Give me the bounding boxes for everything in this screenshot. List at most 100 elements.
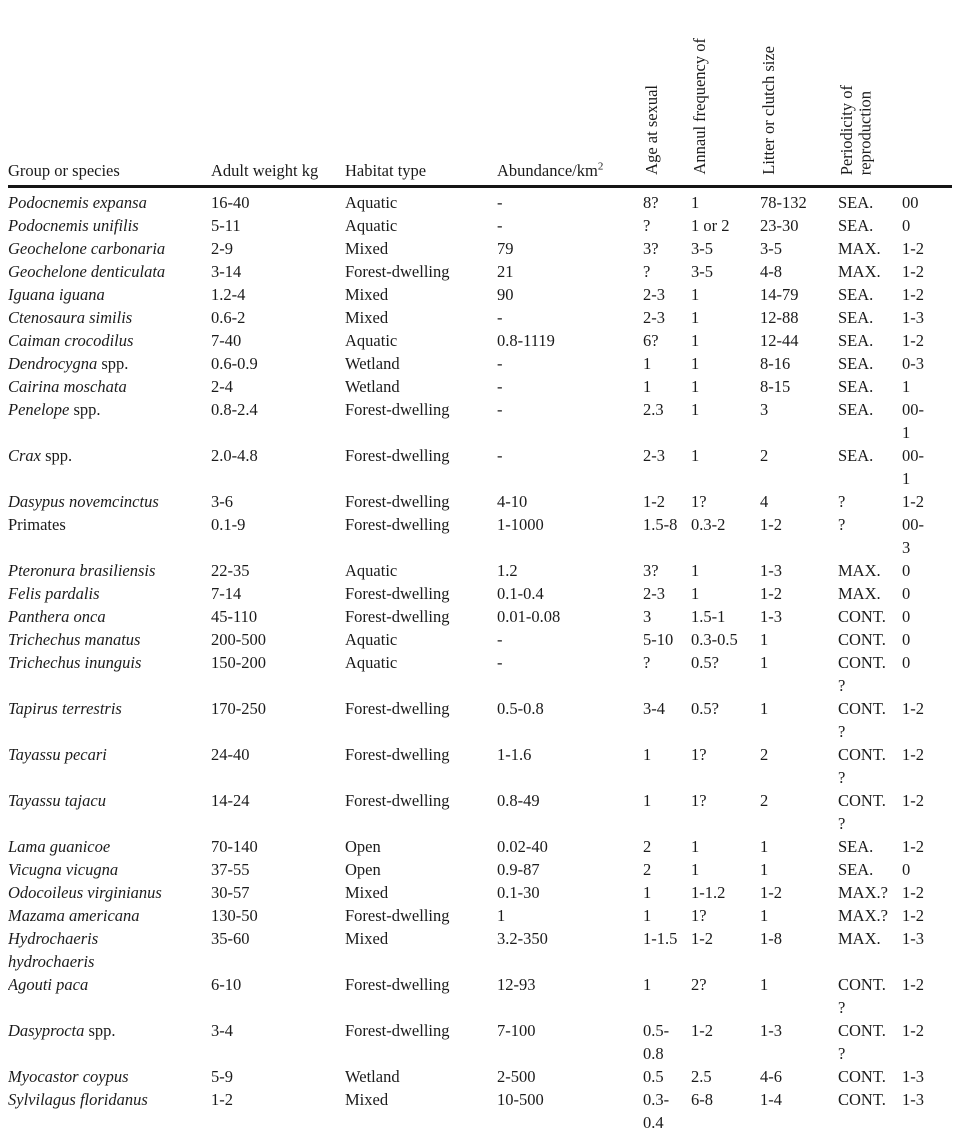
species-reproduction-table: Group or species Adult weight kg Habitat t… (8, 0, 952, 1134)
table-row: Tayassu pecari 24-40 Forest-dwelling 1-1.6 1… (8, 743, 952, 789)
age-at-maturity-cell: 2.3 (643, 400, 664, 419)
table-header-row: Group or species Adult weight kg Habitat t… (8, 0, 952, 188)
annual-frequency-cell: 1 (691, 584, 700, 603)
species-cell: Caiman crocodilus (8, 329, 211, 352)
annual-frequency-cell: 1? (691, 791, 707, 810)
adult-weight-cell: 30-57 (211, 883, 250, 902)
habitat-type-cell: Forest-dwelling (345, 699, 450, 718)
litter-size-cell: 1 (760, 630, 769, 649)
periodicity-cell: SEA. (838, 216, 874, 235)
habitat-type-cell: Wetland (345, 1067, 400, 1086)
litter-size-cell: 2 (760, 745, 769, 764)
abundance-cell: 1-1.6 (497, 745, 532, 764)
species-cell: Tayassu pecari (8, 743, 211, 789)
abundance-cell: - (497, 377, 503, 396)
adult-weight-cell: 1.2-4 (211, 285, 246, 304)
species-name: Felis pardalis (8, 584, 100, 603)
periodicity-extra-cell: 1-2 (902, 262, 924, 281)
periodicity-cell: MAX. (838, 929, 881, 948)
annual-frequency-cell: 1 (691, 860, 700, 879)
table-row: Trichechus inunguis 150-200 Aquatic -? 0.5? 1… (8, 651, 952, 697)
abundance-cell: 79 (497, 239, 514, 258)
age-at-maturity-cell: ? (643, 653, 651, 672)
habitat-type-cell: Forest-dwelling (345, 584, 450, 603)
table-row: Mazama americana 130-50 Forest-dwelling 1 1 1… (8, 904, 952, 927)
abundance-cell: 1-1000 (497, 515, 544, 534)
header-unlabeled (902, 0, 952, 188)
habitat-type-cell: Mixed (345, 929, 389, 948)
periodicity-cell: CONT. ? (838, 699, 886, 741)
species-name: Geochelone denticulata (8, 262, 166, 281)
abundance-cell: 0.8-49 (497, 791, 540, 810)
species-cell: Crax spp. (8, 444, 211, 490)
species-name: Lama guanicoe (8, 837, 111, 856)
species-name: Odocoileus virginianus (8, 883, 162, 902)
litter-size-cell: 2 (760, 791, 769, 810)
adult-weight-cell: 24-40 (211, 745, 250, 764)
species-cell: Geochelone denticulata (8, 260, 211, 283)
habitat-type-cell: Mixed (345, 308, 389, 327)
annual-frequency-cell: 3-5 (691, 239, 713, 258)
abundance-cell: 0.5-0.8 (497, 699, 544, 718)
litter-size-cell: 12-44 (760, 331, 799, 350)
age-at-maturity-cell: 1 (643, 354, 652, 373)
habitat-type-cell: Mixed (345, 239, 389, 258)
abundance-cell: 0.1-30 (497, 883, 540, 902)
periodicity-extra-cell: 0 (902, 607, 911, 626)
annual-frequency-cell: 1 (691, 354, 700, 373)
header-abundance-superscript: 2 (597, 160, 604, 173)
adult-weight-cell: 3-6 (211, 492, 233, 511)
table-row: Dasyprocta spp. 3-4 Forest-dwelling 7-100 0.… (8, 1019, 952, 1065)
species-name: Penelope (8, 400, 70, 419)
age-at-maturity-cell: 0.3- 0.4 (643, 1090, 670, 1132)
table-row: Iguana iguana 1.2-4 Mixed 90 2-3 1 14-79 SEA. 1-… (8, 283, 952, 306)
species-cell: Podocnemis unifilis (8, 214, 211, 237)
age-at-maturity-cell: 1-1.5 (643, 929, 678, 948)
periodicity-cell: CONT. (838, 607, 886, 626)
species-cell: Trichechus inunguis (8, 651, 211, 697)
header-age-at-sexual-maturity: Age at sexual (642, 0, 691, 188)
abundance-cell: - (497, 400, 503, 419)
table-row: Myocastor coypus 5-9 Wetland 2-500 0.5 2.5 4-6… (8, 1065, 952, 1088)
species-name: Trichechus inunguis (8, 653, 142, 672)
table-row: Geochelone carbonaria 2-9 Mixed 79 3? 3-5 3-5 M… (8, 237, 952, 260)
litter-size-cell: 1-2 (760, 883, 782, 902)
adult-weight-cell: 170-250 (211, 699, 266, 718)
periodicity-cell: MAX. (838, 561, 881, 580)
habitat-type-cell: Aquatic (345, 193, 398, 212)
age-at-maturity-cell: 6? (643, 331, 659, 350)
species-name: Hydrochaeris hydrochaeris (8, 929, 99, 971)
table-row: Dendrocygna spp. 0.6-0.9 Wetland -1 1 8-16 SEA… (8, 352, 952, 375)
periodicity-extra-cell: 1-2 (902, 492, 924, 511)
table-row: Penelope spp. 0.8-2.4 Forest-dwelling -2.3 1… (8, 398, 952, 444)
litter-size-cell: 23-30 (760, 216, 799, 235)
habitat-type-cell: Forest-dwelling (345, 446, 450, 465)
species-name: Panthera onca (8, 607, 106, 626)
species-cell: Penelope spp. (8, 398, 211, 444)
annual-frequency-cell: 0.3-0.5 (691, 630, 738, 649)
species-name: Agouti paca (8, 975, 89, 994)
abundance-cell: 0.8-1119 (497, 331, 555, 350)
species-name: Iguana iguana (8, 285, 105, 304)
age-at-maturity-cell: 2 (643, 837, 652, 856)
periodicity-extra-cell: 0-3 (902, 354, 924, 373)
header-abundance-label: Abundance/km (497, 161, 598, 180)
adult-weight-cell: 200-500 (211, 630, 266, 649)
annual-frequency-cell: 1 (691, 837, 700, 856)
adult-weight-cell: 5-9 (211, 1067, 233, 1086)
annual-frequency-cell: 1 (691, 308, 700, 327)
annual-frequency-cell: 1 (691, 193, 700, 212)
periodicity-cell: MAX. (838, 239, 881, 258)
species-name: Tayassu pecari (8, 745, 107, 764)
periodicity-cell: CONT. ? (838, 791, 886, 833)
periodicity-extra-cell: 1-2 (902, 745, 924, 764)
table-row: Panthera onca 45-110 Forest-dwelling 0.01-0… (8, 605, 952, 628)
periodicity-cell: MAX. (838, 262, 881, 281)
periodicity-extra-cell: 00- 3 (902, 515, 924, 557)
periodicity-cell: SEA. (838, 308, 874, 327)
header-habitat-type-label: Habitat type (345, 161, 427, 180)
species-cell: Sylvilagus floridanus (8, 1088, 211, 1134)
table-row: Caiman crocodilus 7-40 Aquatic 0.8-1119 6? 1 1… (8, 329, 952, 352)
periodicity-extra-cell: 0 (902, 860, 911, 879)
periodicity-cell: SEA. (838, 837, 874, 856)
